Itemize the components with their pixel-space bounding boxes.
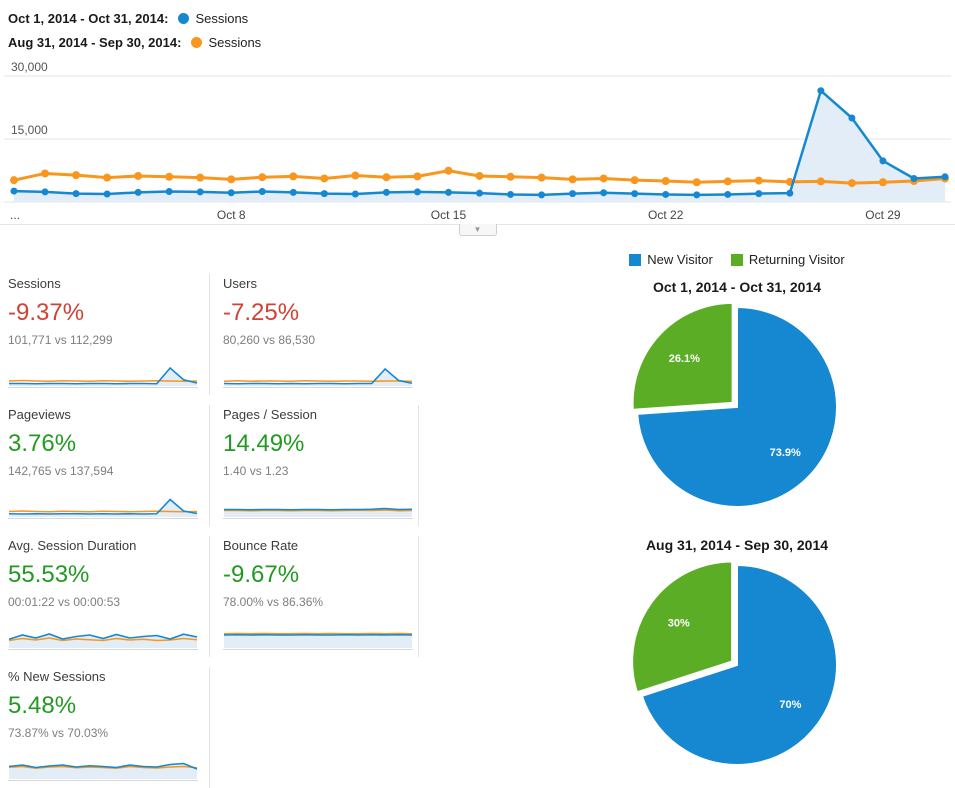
metric-delta: 3.76% — [8, 430, 77, 457]
date-range-previous: Aug 31, 2014 - Sep 30, 2014: — [8, 34, 182, 50]
legend-label-returning-visitor: Returning Visitor — [748, 252, 845, 267]
metric-sparkline — [223, 632, 413, 650]
metric-delta: -9.67% — [223, 561, 300, 588]
svg-text:Oct 15: Oct 15 — [431, 208, 467, 222]
metric-sparkline — [8, 498, 198, 519]
metric-comparison-values: 00:01:22 vs 00:00:53 — [8, 595, 121, 609]
metric-title: % New Sessions — [8, 669, 106, 684]
metric-card-avg-session-duration: Avg. Session Duration 55.53% 00:01:22 vs… — [8, 536, 209, 657]
metric-sparkline — [8, 762, 198, 781]
legend-label-new-visitor: New Visitor — [647, 252, 713, 267]
series-label-previous: Sessions — [208, 34, 262, 50]
svg-text:73.9%: 73.9% — [770, 447, 801, 459]
metric-title: Sessions — [8, 276, 61, 291]
metric-sparkline — [8, 633, 198, 650]
metric-comparison-values: 73.87% vs 70.03% — [8, 726, 109, 740]
svg-text:26.1%: 26.1% — [669, 353, 700, 365]
metric-card-pages-per-session: Pages / Session 14.49% 1.40 vs 1.23 — [209, 405, 419, 526]
metric-delta: -7.25% — [223, 299, 300, 326]
visitor-pie-previous[interactable]: 70% 30% — [629, 557, 845, 773]
chart-collapse-button[interactable]: ▼ — [458, 224, 497, 236]
metric-title: Bounce Rate — [223, 538, 299, 553]
svg-text:30,000: 30,000 — [11, 60, 48, 74]
legend-row-previous: Aug 31, 2014 - Sep 30, 2014: Sessions — [8, 30, 955, 54]
sessions-timeline-chart[interactable]: 15,000 30,000... Oct 8 Oct 15 Oct 22 Oct 29 — [4, 54, 951, 224]
metric-delta: 14.49% — [223, 430, 305, 457]
sessions-previous-dot-icon — [191, 36, 203, 48]
svg-text:30%: 30% — [668, 618, 690, 630]
metric-comparison-values: 101,771 vs 112,299 — [8, 333, 113, 347]
metric-sparkline — [223, 507, 413, 519]
empty-metric-cell — [209, 667, 419, 788]
sessions-current-dot-icon — [178, 12, 190, 24]
metric-comparison-values: 78.00% vs 86.36% — [223, 595, 324, 609]
legend-row-current: Oct 1, 2014 - Oct 31, 2014: Sessions — [8, 6, 955, 30]
metric-title: Avg. Session Duration — [8, 538, 137, 553]
svg-text:15,000: 15,000 — [11, 123, 48, 137]
series-label-current: Sessions — [195, 10, 249, 26]
returning-visitor-swatch-icon — [730, 253, 743, 266]
metric-sparkline — [8, 366, 198, 388]
visitor-type-panel: New Visitor Returning Visitor Oct 1, 201… — [519, 248, 955, 788]
svg-text:Oct 8: Oct 8 — [217, 208, 246, 222]
metric-delta: -9.37% — [8, 299, 85, 326]
new-visitor-swatch-icon — [629, 253, 642, 266]
metric-card-sessions: Sessions -9.37% 101,771 vs 112,299 — [8, 274, 209, 395]
pie-title-current: Oct 1, 2014 - Oct 31, 2014 — [652, 279, 822, 295]
metric-title: Pageviews — [8, 407, 71, 422]
legend-item-new-visitor: New Visitor — [629, 252, 713, 267]
svg-text:Oct 29: Oct 29 — [865, 208, 901, 222]
metric-comparison-values: 1.40 vs 1.23 — [223, 464, 289, 478]
metric-title: Users — [223, 276, 257, 291]
legend-item-returning-visitor: Returning Visitor — [730, 252, 845, 267]
metric-title: Pages / Session — [223, 407, 317, 422]
pie-legend: New Visitor Returning Visitor — [620, 252, 853, 267]
metric-card-users: Users -7.25% 80,260 vs 86,530 — [209, 274, 419, 395]
visitor-pie-current[interactable]: 73.9% 26.1% — [629, 299, 845, 515]
timeline-series-legend: Oct 1, 2014 - Oct 31, 2014: Sessions Aug… — [0, 0, 955, 54]
metric-card-pageviews: Pageviews 3.76% 142,765 vs 137,594 — [8, 405, 209, 526]
pie-title-previous: Aug 31, 2014 - Sep 30, 2014 — [645, 537, 829, 553]
metric-delta: 5.48% — [8, 692, 77, 719]
metric-comparison-values: 142,765 vs 137,594 — [8, 464, 114, 478]
metric-sparkline — [223, 367, 413, 388]
metric-card-bounce-rate: Bounce Rate -9.67% 78.00% vs 86.36% — [209, 536, 419, 657]
metric-delta: 55.53% — [8, 561, 90, 588]
metrics-grid: Sessions -9.37% 101,771 vs 112,299 Users… — [8, 274, 419, 788]
svg-text:...: ... — [10, 208, 20, 222]
date-range-current: Oct 1, 2014 - Oct 31, 2014: — [8, 10, 169, 26]
svg-text:70%: 70% — [779, 699, 801, 711]
overview-content: Sessions -9.37% 101,771 vs 112,299 Users… — [0, 248, 955, 788]
metric-comparison-values: 80,260 vs 86,530 — [223, 333, 316, 347]
chevron-down-icon: ▼ — [473, 225, 482, 234]
svg-text:Oct 22: Oct 22 — [648, 208, 684, 222]
metric-card-new-sessions: % New Sessions 5.48% 73.87% vs 70.03% — [8, 667, 209, 788]
